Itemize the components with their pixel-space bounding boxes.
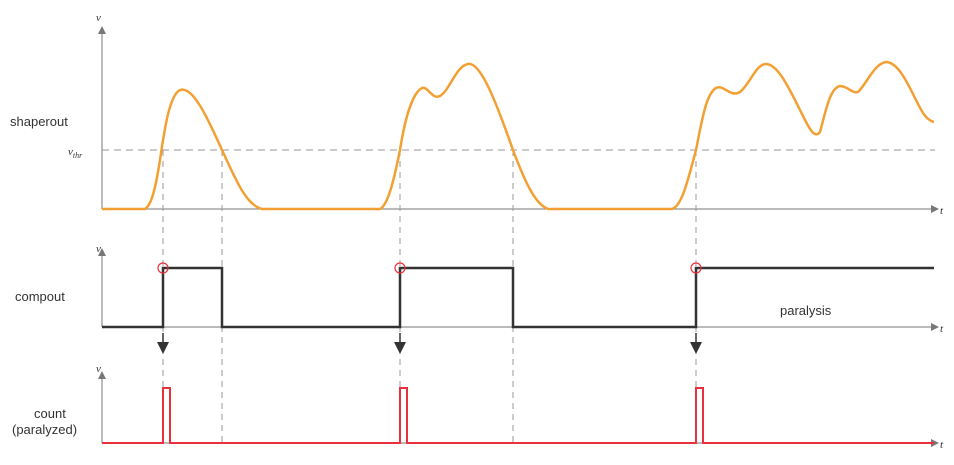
compout-waveform	[102, 266, 934, 329]
shaperout-v-label: v	[96, 12, 101, 24]
axes	[98, 26, 939, 447]
shaperout-label: shaperout	[10, 114, 68, 129]
count-waveform	[102, 387, 934, 444]
count-t-label: t	[940, 439, 944, 451]
compout-label: compout	[15, 289, 65, 304]
trigger-circle-1	[157, 262, 169, 274]
compout-t-label: t	[940, 323, 944, 335]
trigger-circle-2	[394, 262, 406, 274]
shaperout-waveform	[102, 60, 935, 211]
threshold-label-main: v	[68, 146, 73, 158]
threshold-label-sub: thr	[73, 151, 83, 160]
paralysis-label: paralysis	[780, 303, 832, 318]
count-label-line1: count	[34, 406, 66, 421]
threshold-label: vthr	[68, 146, 83, 160]
count-label-line2: (paralyzed)	[12, 422, 77, 437]
trigger-arrows	[157, 333, 702, 354]
trigger-circle-3	[690, 262, 702, 274]
count-v-label: v	[96, 363, 101, 375]
compout-v-label: v	[96, 243, 101, 255]
shaperout-t-label: t	[940, 205, 944, 217]
